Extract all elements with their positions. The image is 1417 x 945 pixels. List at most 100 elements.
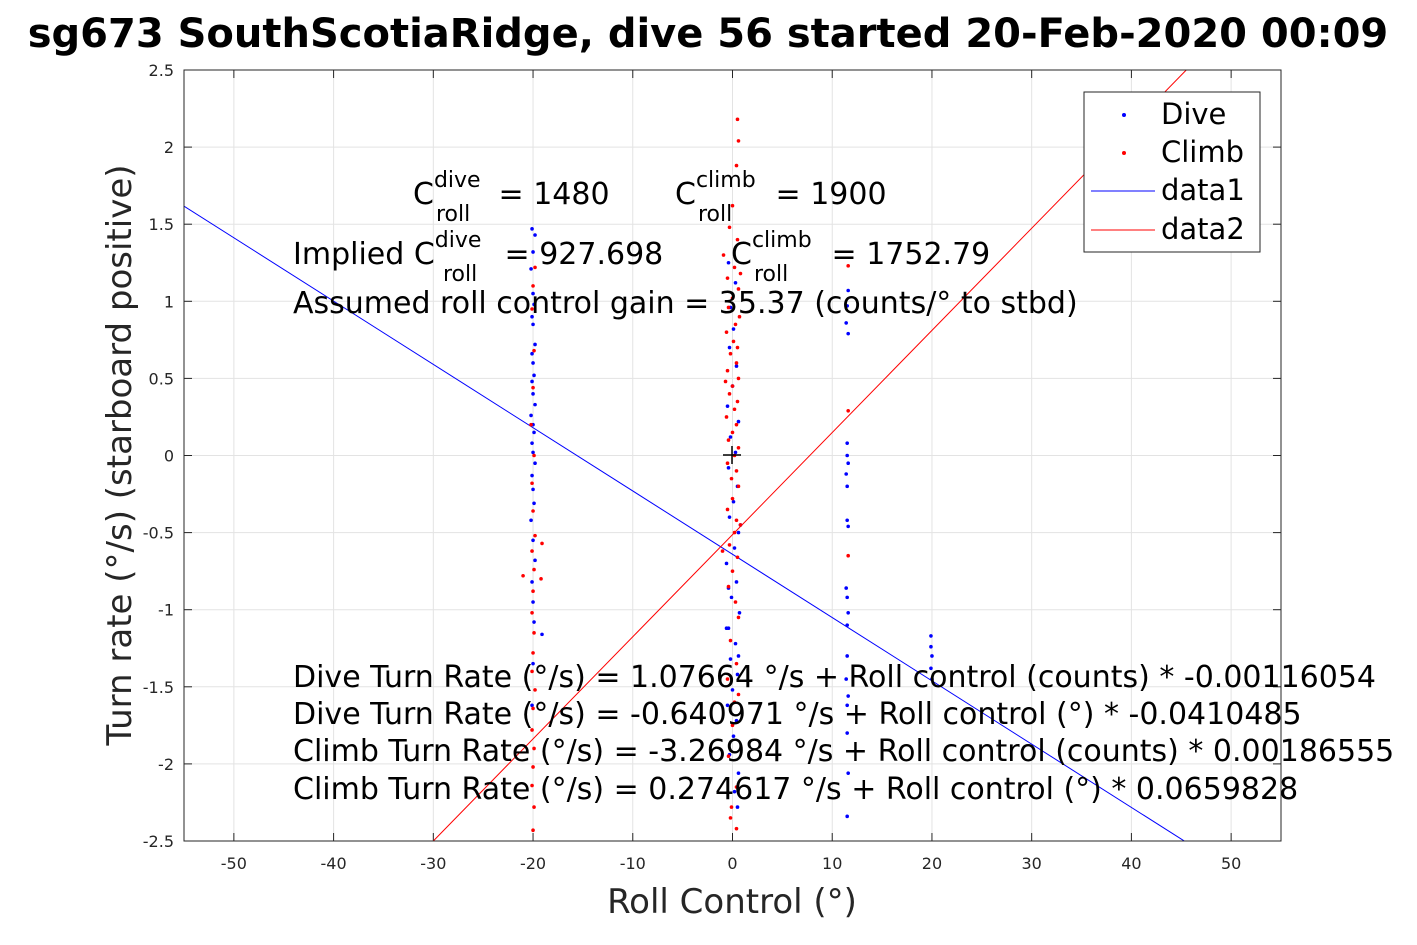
dive-point (728, 435, 733, 439)
climb-point (539, 577, 543, 581)
climb-point (532, 746, 536, 751)
dive-point (529, 518, 533, 523)
dive-point (532, 620, 536, 624)
dive-point (530, 473, 534, 478)
dive-point (844, 472, 848, 476)
x-tick-label: -50 (221, 854, 247, 873)
y-tick-label: -1 (158, 601, 174, 620)
climb-point (736, 287, 741, 291)
climb-point (728, 638, 733, 643)
y-tick-label: -2.5 (143, 832, 174, 851)
climb-point (531, 284, 535, 288)
dive-point (736, 419, 741, 424)
dive-point (725, 404, 730, 408)
climb-point (531, 509, 535, 513)
fit-lines (184, 70, 1187, 841)
legend-data1-label: data1 (1161, 173, 1245, 207)
climb-point (726, 438, 731, 442)
climb-point (533, 533, 537, 538)
dive-point (532, 373, 536, 378)
dive-point (727, 515, 732, 519)
implied-dive-label: Implied Cdive roll = 927.698 (293, 228, 663, 287)
climb-point (531, 385, 535, 390)
dive-point (846, 461, 850, 466)
dive-point (728, 657, 733, 661)
y-tick-label: 0.5 (149, 369, 174, 388)
dive-point (844, 321, 848, 325)
climb-point (736, 692, 741, 697)
climb-point (531, 765, 535, 769)
x-tick-label: 0 (727, 854, 737, 873)
climb-point (734, 163, 739, 168)
climb-point (725, 461, 730, 466)
dive-point (930, 677, 934, 681)
x-tick-label: 20 (922, 854, 942, 873)
climb-point (723, 379, 728, 384)
climb-point (738, 523, 743, 527)
dive-point (845, 654, 849, 658)
dive-point (533, 342, 537, 347)
climb-point (730, 430, 735, 435)
climb-point (736, 139, 741, 143)
x-axis-ticks: -50 -40 -30 -20 -10 0 10 20 30 40 50 (221, 70, 1241, 873)
climb-point (532, 453, 536, 458)
climb-point (736, 445, 741, 450)
legend-dive-label: Dive (1161, 97, 1226, 131)
climb-point (731, 339, 736, 344)
dive-point (530, 351, 534, 356)
dive-point (532, 501, 536, 506)
dive-point (530, 227, 534, 231)
dive-point (846, 331, 850, 336)
y-tick-label: 0 (164, 447, 174, 466)
climb-point (531, 828, 535, 833)
dive-point (845, 731, 849, 735)
dive-point (846, 610, 850, 615)
dive-point (846, 524, 850, 529)
dive-point (533, 402, 537, 407)
dive-equation-degrees: Dive Turn Rate (°/s) = -0.640971 °/s + R… (293, 697, 1302, 732)
climb-point (727, 543, 732, 547)
dive-point (929, 644, 933, 649)
implied-climb-label: Cclimb roll = 1752.79 (731, 228, 990, 287)
climb-point (725, 276, 730, 280)
dive-point (845, 453, 849, 458)
x-tick-label: -10 (620, 854, 646, 873)
climb-point (533, 688, 537, 692)
dive-point (846, 694, 850, 698)
dive-point (540, 632, 544, 637)
dive-point (531, 322, 535, 327)
y-tick-label: 1.5 (149, 215, 174, 234)
x-axis-label: Roll Control (°) (607, 882, 857, 922)
climb-point (531, 651, 535, 655)
dive-point (733, 641, 738, 646)
climb-point (730, 296, 735, 301)
c-roll-dive-label: Cdive roll = 1480 (413, 168, 610, 227)
origin-marker (723, 446, 741, 464)
y-tick-label: -0.5 (143, 524, 174, 543)
dive-point (731, 499, 736, 504)
climb-point (846, 408, 850, 413)
dive-point (531, 291, 535, 296)
x-tick-label: 50 (1221, 854, 1241, 873)
dive-point (735, 805, 740, 809)
legend-climb-marker (1122, 151, 1126, 155)
y-tick-label: -2 (158, 755, 174, 774)
climb-point (729, 805, 734, 809)
climb-point (736, 376, 741, 381)
climb-equation-degrees: Climb Turn Rate (°/s) = 0.274617 °/s + R… (293, 772, 1298, 807)
dive-point (530, 314, 534, 319)
climb-point (846, 264, 850, 268)
c-roll-climb-label: Cclimb roll = 1900 (675, 168, 887, 227)
climb-point (521, 573, 525, 578)
dive-point (845, 814, 849, 819)
climb-point (532, 631, 536, 635)
dive-point (531, 392, 535, 396)
dive-point (724, 561, 729, 566)
x-tick-label: -30 (420, 854, 446, 873)
x-tick-label: 30 (1022, 854, 1042, 873)
climb-point (735, 399, 740, 404)
dive-point (530, 379, 534, 384)
climb-point (846, 553, 850, 558)
dive-point (929, 634, 933, 638)
dive-point (732, 546, 737, 550)
